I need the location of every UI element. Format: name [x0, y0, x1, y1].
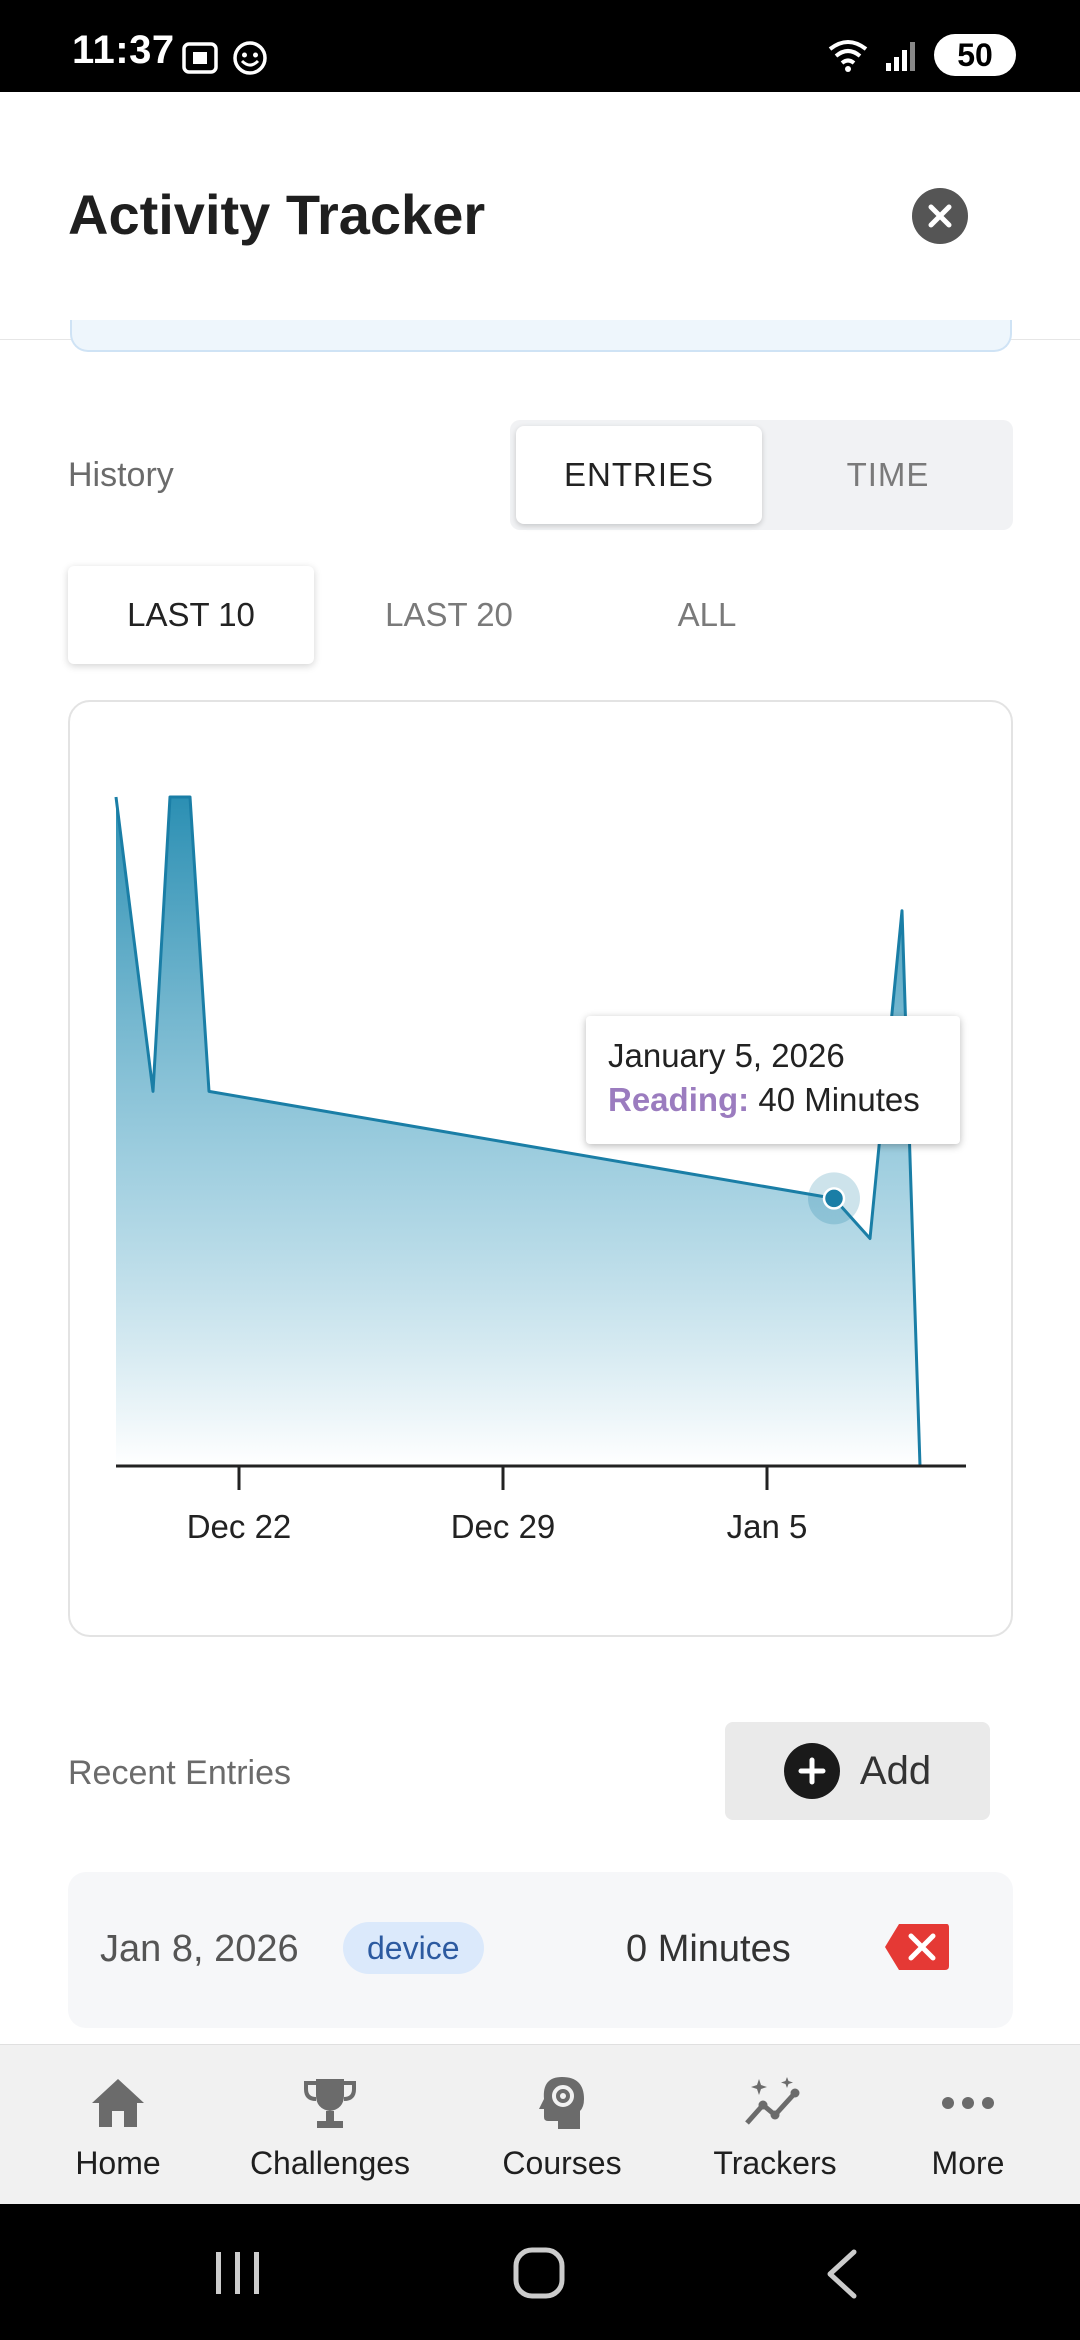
nav-challenges[interactable]: Challenges: [230, 2045, 430, 2205]
tooltip-point[interactable]: [822, 1187, 846, 1210]
x-tick-label: Dec 22: [187, 1508, 292, 1545]
head-gear-icon: [530, 2071, 594, 2135]
nav-trackers[interactable]: Trackers: [690, 2045, 860, 2205]
system-navigation-bar: [0, 2204, 1080, 2340]
bottom-navigation: Home Challenges Courses: [0, 2044, 1080, 2204]
range-tab-all[interactable]: ALL: [677, 596, 737, 633]
nav-more[interactable]: More: [896, 2045, 1040, 2205]
area-chart: Dec 22 Dec 29 Jan 5: [114, 795, 966, 1545]
status-notification-icons: [180, 38, 270, 78]
home-icon: [86, 2071, 150, 2135]
nav-label-courses: Courses: [502, 2145, 622, 2181]
status-time: 11:37: [72, 28, 175, 72]
close-button[interactable]: [912, 188, 968, 244]
x-axis-ticks: Dec 22 Dec 29 Jan 5: [187, 1466, 808, 1545]
recent-apps-icon[interactable]: [212, 2250, 264, 2296]
screenshot-icon: [182, 42, 218, 74]
add-entry-label: Add: [859, 1748, 932, 1793]
tooltip-value: 40 Minutes: [758, 1081, 920, 1118]
entry-value: 0 Minutes: [626, 1928, 791, 1970]
signal-icon: [886, 42, 915, 71]
back-icon[interactable]: [822, 2248, 862, 2300]
nav-label-challenges: Challenges: [249, 2145, 411, 2181]
status-system-icons: 50: [826, 34, 1016, 76]
entry-date: Jan 8, 2026: [100, 1928, 299, 1970]
trend-sparkle-icon: [743, 2071, 807, 2135]
recent-entries-label: Recent Entries: [68, 1754, 291, 1792]
x-tick-label: Jan 5: [727, 1508, 808, 1545]
chart-area-fill: [116, 797, 920, 1466]
entry-source-badge: device: [343, 1922, 484, 1974]
home-system-icon[interactable]: [512, 2246, 566, 2300]
history-mode-toggle: ENTRIES TIME: [510, 420, 1013, 530]
more-dots-icon: [936, 2071, 1000, 2135]
tooltip-date: January 5, 2026: [608, 1037, 845, 1074]
battery-indicator: 50: [934, 34, 1016, 76]
page-title: Activity Tracker: [68, 183, 486, 246]
status-bar: 11:37 50: [0, 0, 1080, 92]
tooltip-series-label: Reading:: [608, 1081, 750, 1118]
app-header: Activity Tracker: [0, 92, 1080, 340]
history-chart-card: Dec 22 Dec 29 Jan 5 January 5, 2026 Readin…: [68, 700, 1013, 1637]
nav-label-more: More: [931, 2145, 1005, 2181]
clipped-summary-card: [70, 320, 1012, 352]
add-entry-button[interactable]: Add: [725, 1722, 990, 1820]
range-tab-last-20[interactable]: LAST 20: [385, 596, 513, 633]
nav-home[interactable]: Home: [38, 2045, 198, 2205]
time-toggle-button[interactable]: TIME: [846, 456, 930, 493]
close-icon: [928, 204, 952, 228]
entries-toggle-button[interactable]: ENTRIES: [516, 426, 762, 524]
nav-courses[interactable]: Courses: [472, 2045, 652, 2205]
range-tab-last-10[interactable]: LAST 10: [68, 566, 314, 664]
nav-label-home: Home: [75, 2145, 161, 2181]
plus-icon: [783, 1743, 840, 1799]
x-tick-label: Dec 29: [451, 1508, 556, 1545]
smiley-icon: [233, 41, 267, 75]
tooltip-reading: Reading: 40 Minutes: [608, 1078, 938, 1122]
history-label: History: [68, 456, 174, 494]
trophy-icon: [298, 2071, 362, 2135]
wifi-icon: [828, 40, 868, 72]
entry-row[interactable]: Jan 8, 2026 device 0 Minutes: [68, 1872, 1013, 2028]
nav-label-trackers: Trackers: [713, 2145, 837, 2181]
delete-entry-icon[interactable]: [883, 1922, 951, 1972]
chart-tooltip: January 5, 2026 Reading: 40 Minutes: [586, 1016, 960, 1144]
